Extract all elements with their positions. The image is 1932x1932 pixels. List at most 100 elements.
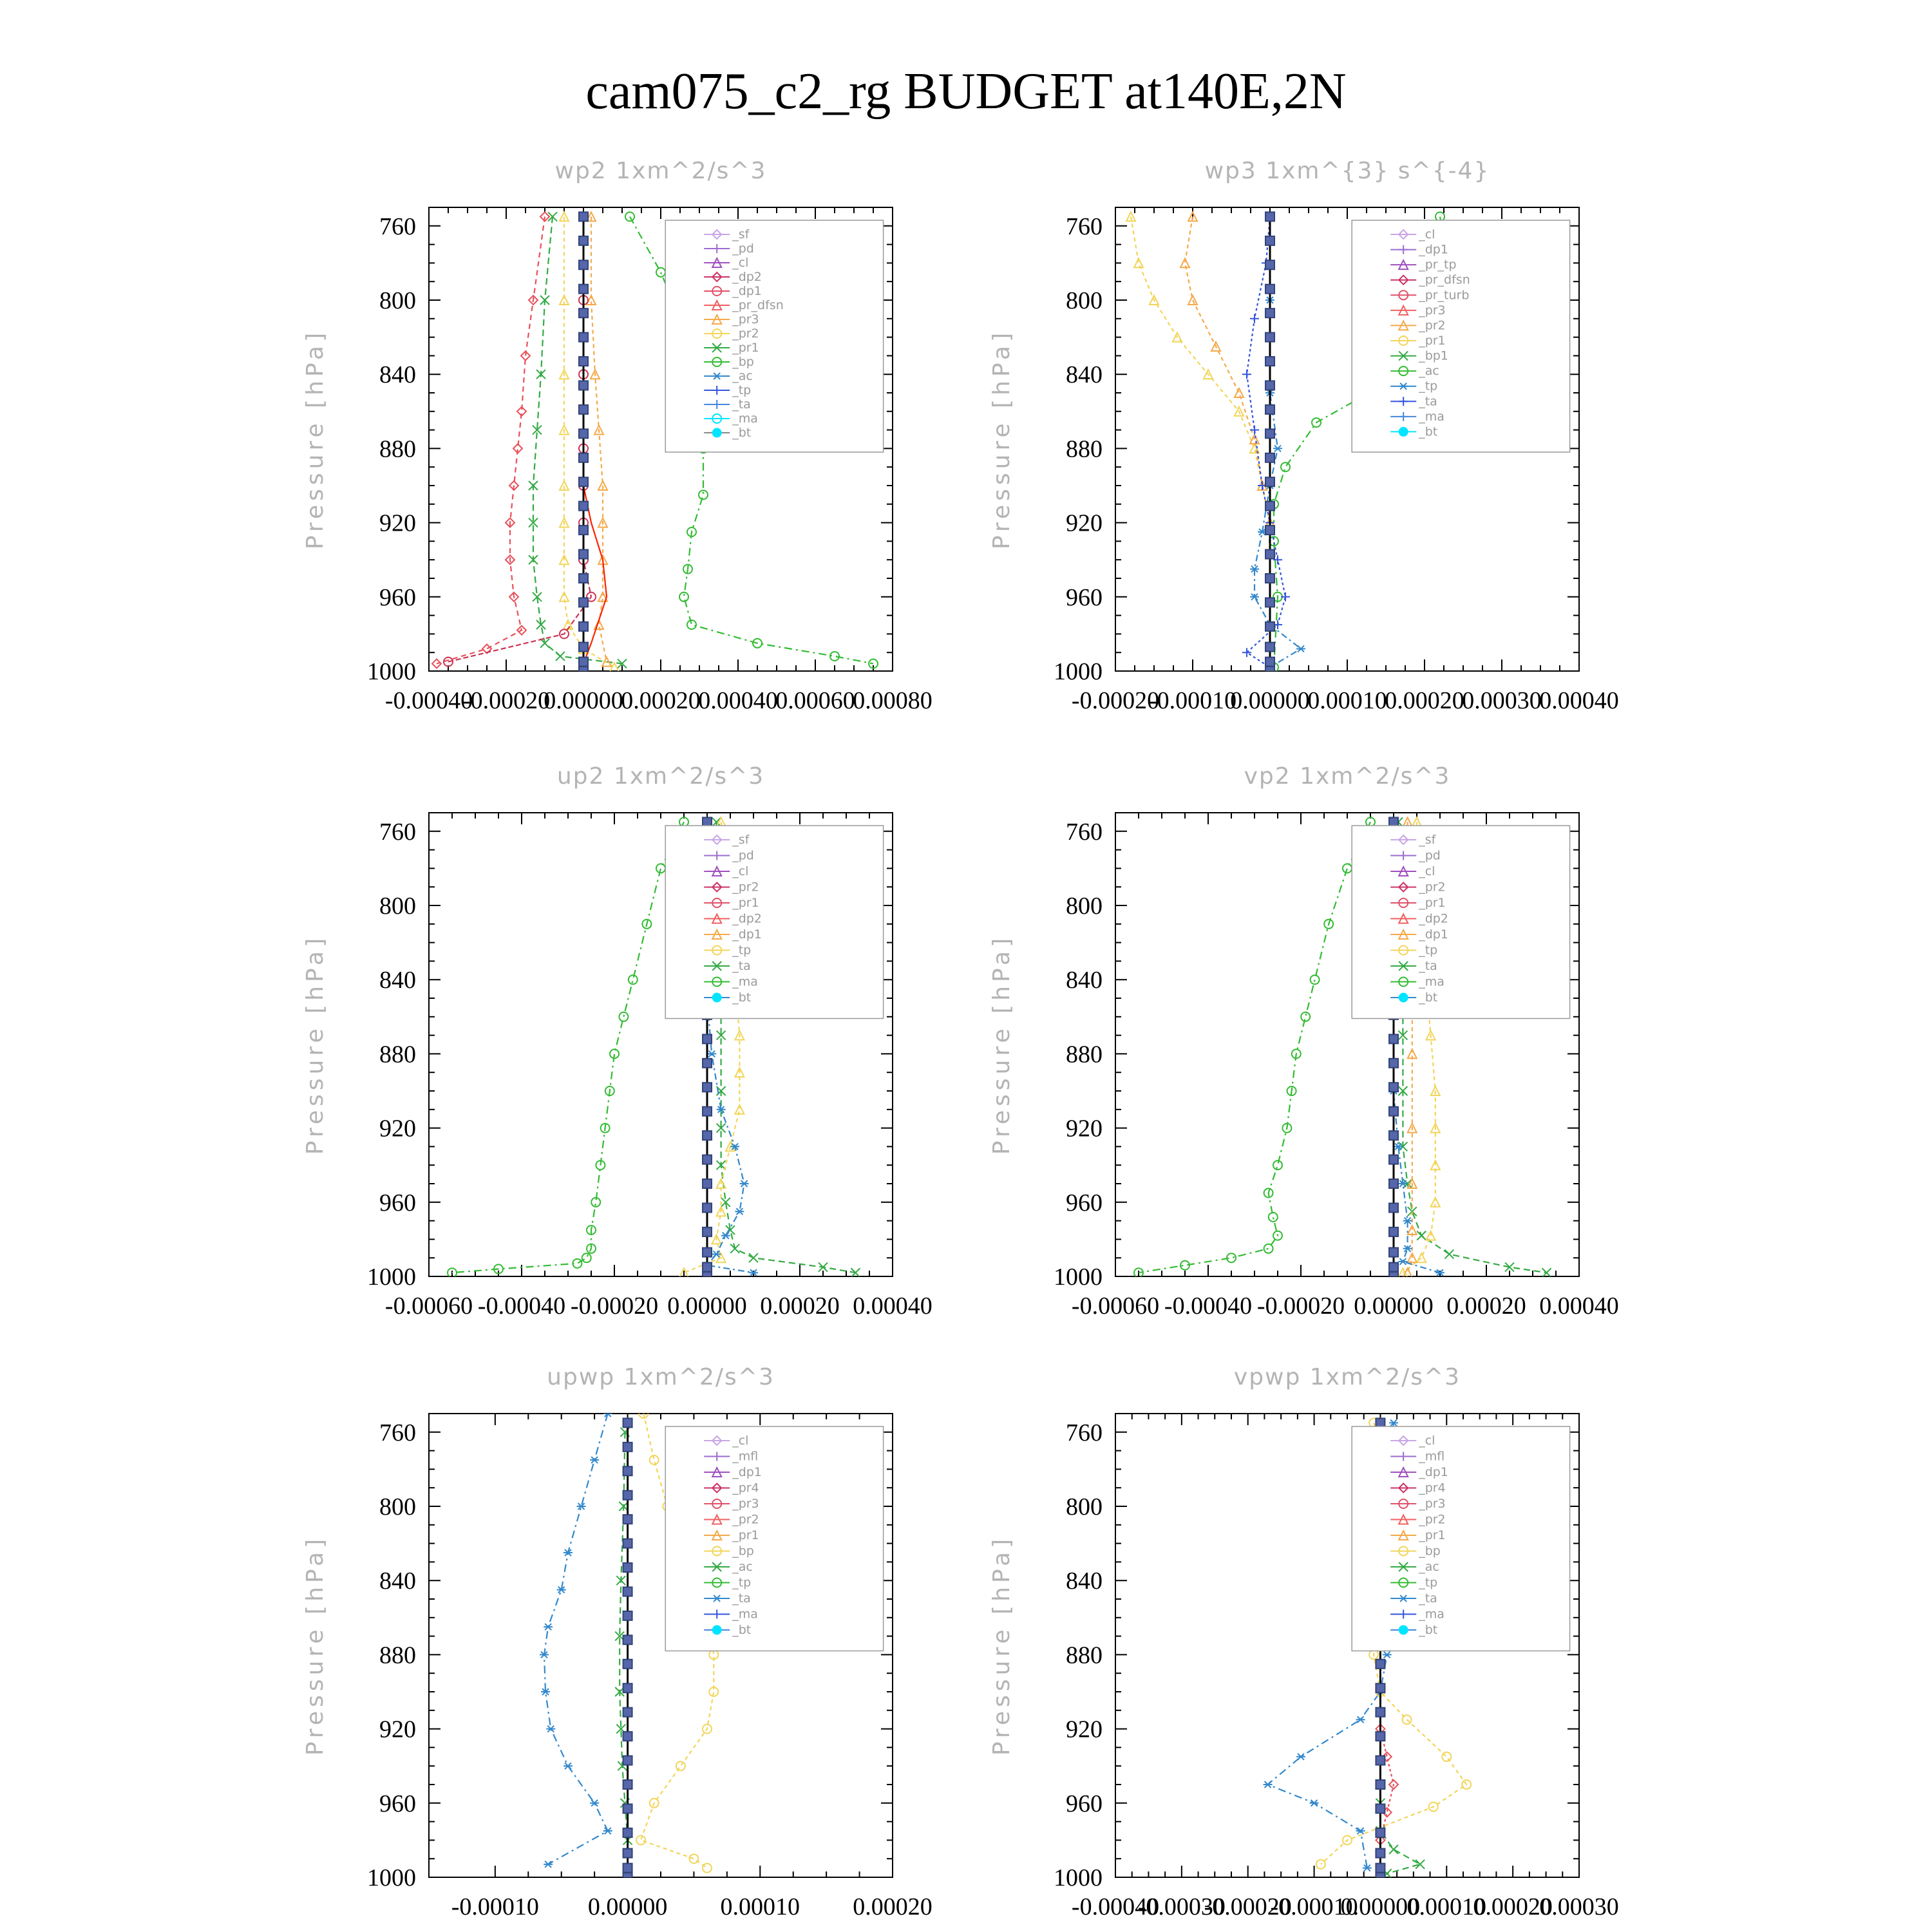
legend-label: _dp1	[732, 1465, 762, 1479]
data-point	[578, 549, 589, 560]
x-tick-label: 0.00000	[1354, 1293, 1434, 1320]
legend-marker	[1397, 834, 1409, 846]
y-tick-label: 880	[379, 1642, 416, 1669]
data-point	[1375, 1848, 1386, 1859]
legend-label: _bt	[732, 1623, 751, 1637]
legend-label: _cl	[732, 256, 748, 270]
data-point	[1265, 666, 1275, 671]
data-point	[603, 1414, 612, 1417]
data-point	[1389, 1419, 1398, 1427]
legend-marker	[712, 1625, 722, 1635]
legend-label: _sf	[1418, 833, 1436, 847]
data-point	[1388, 1844, 1399, 1855]
legend-marker	[712, 945, 723, 956]
data-point	[558, 368, 570, 380]
data-point	[1273, 1230, 1283, 1241]
data-point	[431, 658, 442, 669]
data-point	[622, 1466, 633, 1477]
legend-marker	[711, 913, 723, 924]
data-point	[627, 974, 638, 985]
y-tick-label: 840	[1066, 361, 1103, 388]
data-point	[1342, 1835, 1352, 1846]
legend-label: _bp	[732, 355, 754, 369]
data-point	[1356, 1716, 1365, 1723]
legend-box	[665, 1426, 884, 1652]
data-point	[1397, 1086, 1408, 1096]
data-point	[578, 525, 589, 536]
data-point	[622, 1707, 633, 1718]
data-point	[1435, 1269, 1444, 1276]
data-point	[1296, 1753, 1305, 1761]
data-point	[1388, 1034, 1399, 1045]
legend-label: _bt	[732, 426, 751, 440]
legend-label: _pr2	[732, 327, 759, 341]
data-point	[578, 452, 589, 463]
legend-label: _ta	[1418, 394, 1437, 408]
data-point	[572, 1258, 583, 1269]
legend-label: _pr1	[732, 1528, 759, 1542]
legend-marker	[1398, 992, 1408, 1003]
panel-title: up2 1xm^2/s^3	[557, 763, 764, 790]
data-point	[1265, 656, 1275, 667]
data-point	[734, 1029, 746, 1041]
data-point	[1133, 257, 1144, 269]
x-tick-label: -0.00020	[571, 1293, 658, 1320]
data-point	[539, 211, 551, 222]
legend-marker	[1398, 1577, 1409, 1588]
series-line-pr2	[563, 216, 615, 668]
y-tick-label: 800	[1066, 287, 1103, 314]
legend-label: _bt	[732, 990, 751, 1005]
legend-label: _pr3	[1418, 1497, 1445, 1511]
data-point	[1388, 1154, 1399, 1165]
data-point	[555, 651, 565, 661]
data-point	[617, 658, 627, 669]
x-tick-label: 0.00000	[1341, 1893, 1421, 1920]
legend-label: _sf	[732, 833, 750, 847]
legend-marker	[1398, 1499, 1409, 1509]
data-point	[1402, 1179, 1413, 1189]
data-point	[622, 1803, 633, 1814]
series-line-dp1	[436, 216, 546, 665]
legend-label: _pr_dfsn	[1418, 273, 1470, 287]
data-point	[1265, 380, 1275, 391]
x-tick-label: 0.00020	[1446, 1293, 1526, 1320]
data-point	[443, 656, 453, 667]
legend-marker	[712, 851, 722, 860]
data-point	[1375, 1707, 1386, 1718]
data-point	[710, 1233, 723, 1245]
data-point	[586, 1225, 596, 1235]
y-tick-label: 760	[379, 1419, 416, 1446]
legend-label: _bt	[1418, 424, 1437, 439]
data-point	[1125, 211, 1137, 222]
data-point	[622, 1634, 633, 1645]
legend-label: _dp2	[732, 912, 762, 926]
data-point	[1398, 1180, 1408, 1188]
x-tick-label: -0.00040	[385, 687, 473, 714]
legend-label: _pr1	[732, 341, 759, 355]
legend-marker	[712, 1499, 723, 1509]
data-point	[1187, 294, 1198, 305]
y-tick-label: 800	[379, 1493, 416, 1520]
data-point	[1398, 1258, 1408, 1265]
x-tick-label: 0.00030	[1462, 687, 1542, 714]
legend-label: _pr2	[1418, 1513, 1445, 1527]
y-tick-label: 800	[379, 893, 416, 920]
data-point	[1226, 1253, 1236, 1264]
legend-marker	[712, 898, 723, 908]
data-point	[622, 1827, 633, 1838]
data-point	[1265, 404, 1275, 415]
data-point	[504, 517, 516, 529]
y-axis-label: Pressure [hPa]	[302, 934, 328, 1155]
data-point	[578, 621, 589, 632]
data-point	[687, 620, 697, 630]
legend-label: _pr1	[732, 896, 759, 910]
data-point	[679, 591, 689, 602]
legend-marker	[712, 1595, 722, 1602]
data-point	[1267, 1211, 1278, 1222]
legend-label: _ma	[1418, 410, 1444, 424]
y-tick-label: 840	[1066, 967, 1103, 994]
y-tick-label: 880	[1066, 1041, 1103, 1068]
legend-label: _ta	[1418, 959, 1437, 973]
x-tick-label: 0.00040	[698, 687, 778, 714]
legend-label: _ac	[1418, 364, 1439, 378]
